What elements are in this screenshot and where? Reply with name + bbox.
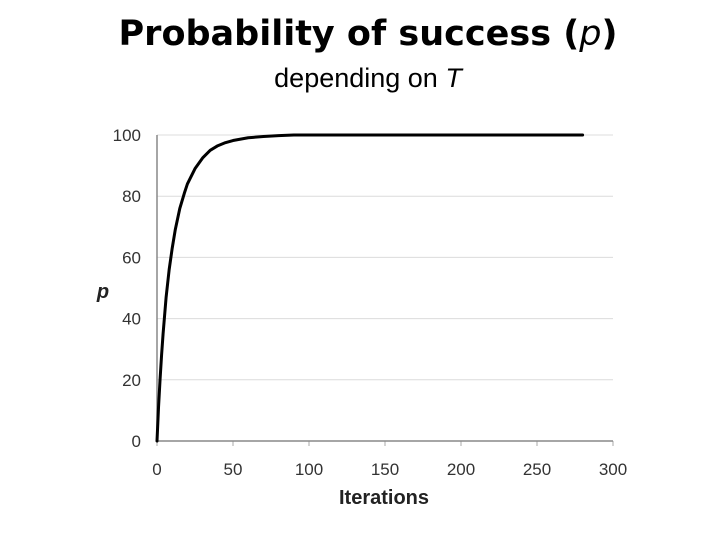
y-tick-labels: 0 20 40 60 80 100	[113, 126, 141, 451]
y-tick-label: 0	[132, 432, 141, 451]
x-tick-label: 100	[295, 460, 323, 479]
chart-subtitle: depending on T	[274, 63, 462, 93]
x-tick-label: 150	[371, 460, 399, 479]
gridlines	[156, 134, 614, 446]
y-tick-label: 80	[122, 187, 141, 206]
x-tick-label: 300	[599, 460, 627, 479]
y-tick-label: 20	[122, 371, 141, 390]
y-tick-label: 100	[113, 126, 141, 145]
x-tick-label: 250	[523, 460, 551, 479]
series-line	[155, 133, 585, 443]
x-tick-label: 50	[224, 460, 243, 479]
x-axis-label: Iterations	[339, 487, 429, 509]
y-tick-label: 60	[122, 248, 141, 267]
x-tick-label: 0	[152, 460, 161, 479]
x-tick-label: 200	[447, 460, 475, 479]
y-axis-label: p	[96, 281, 109, 303]
x-tick-labels: 0 50 100 150 200 250 300	[152, 460, 627, 479]
chart-title: Probability of success (p)	[118, 14, 618, 54]
y-tick-label: 40	[122, 310, 141, 329]
